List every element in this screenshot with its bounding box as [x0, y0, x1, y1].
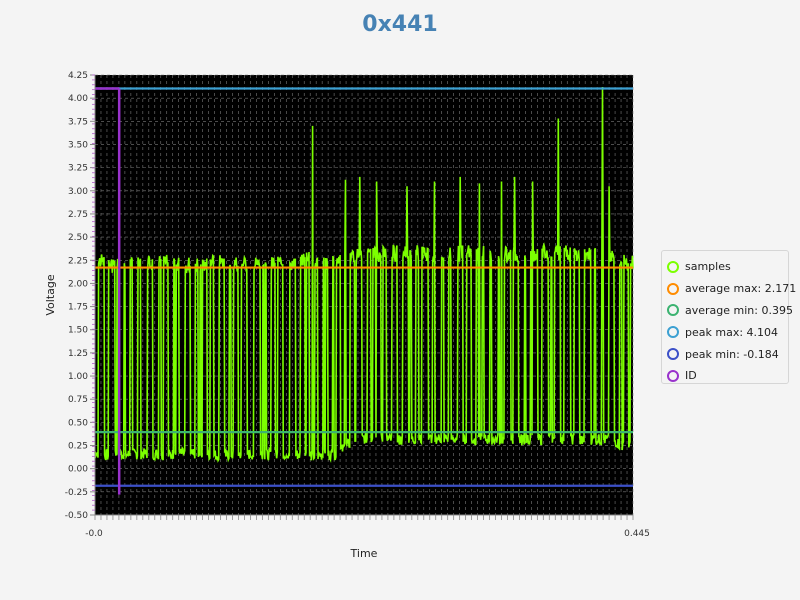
x-axis-title: Time [350, 547, 378, 560]
series-samples-line [94, 86, 634, 463]
y-tick-label: 1.00 [68, 372, 88, 382]
legend-item: samples [667, 256, 784, 278]
y-tick-label: 0.50 [68, 418, 88, 428]
y-tick-label: 2.50 [68, 233, 88, 243]
y-tick-label: 3.50 [68, 140, 88, 150]
chart-title: 0x441 [362, 12, 438, 37]
y-axis-title: Voltage [44, 274, 57, 315]
y-tick-label: 3.25 [68, 164, 88, 174]
legend-label: ID [685, 369, 697, 383]
x-tick-label-first: -0.0 [85, 529, 103, 539]
y-tick-label: 1.75 [68, 303, 88, 313]
y-tick-label: 1.25 [68, 349, 88, 359]
legend-item: average min: 0.395 [667, 300, 793, 322]
legend-label: samples [685, 260, 731, 274]
legend-label: average min: 0.395 [685, 303, 793, 317]
y-tick-label: 2.25 [68, 256, 88, 266]
y-tick-label: 1.50 [68, 326, 88, 336]
y-tick-label: -0.50 [65, 511, 89, 521]
legend-label: peak min: -0.184 [685, 347, 779, 361]
legend-item: ID [667, 365, 784, 387]
y-tick-label: 2.75 [68, 210, 88, 220]
y-tick-label: 2.00 [68, 279, 88, 289]
x-tick-label-last: 0.445 [624, 529, 650, 539]
legend-symbol [667, 348, 679, 361]
legend-item: peak max: 4.104 [667, 321, 784, 343]
legend-item: peak min: -0.184 [667, 343, 784, 365]
y-tick-label: 0.75 [68, 395, 88, 405]
y-tick-label: 0.25 [68, 442, 88, 452]
y-tick-label: 3.00 [68, 187, 88, 197]
y-tick-label: 4.00 [68, 94, 88, 104]
legend-symbol [667, 304, 679, 317]
legend-item: average max: 2.171 [667, 278, 796, 300]
y-tick-label: -0.25 [65, 488, 88, 498]
legend-symbol [667, 369, 679, 382]
y-tick-label: 4.25 [68, 71, 88, 81]
legend-symbol [667, 282, 679, 295]
legend-symbol [667, 260, 679, 273]
legend: samples average max: 2.171 average min: 0.… [661, 250, 796, 387]
y-tick-label: 0.00 [68, 465, 88, 475]
legend-label: average max: 2.171 [685, 282, 797, 296]
y-tick-label: 3.75 [68, 117, 88, 127]
legend-label: peak max: 4.104 [685, 325, 779, 339]
legend-symbol [667, 326, 679, 339]
